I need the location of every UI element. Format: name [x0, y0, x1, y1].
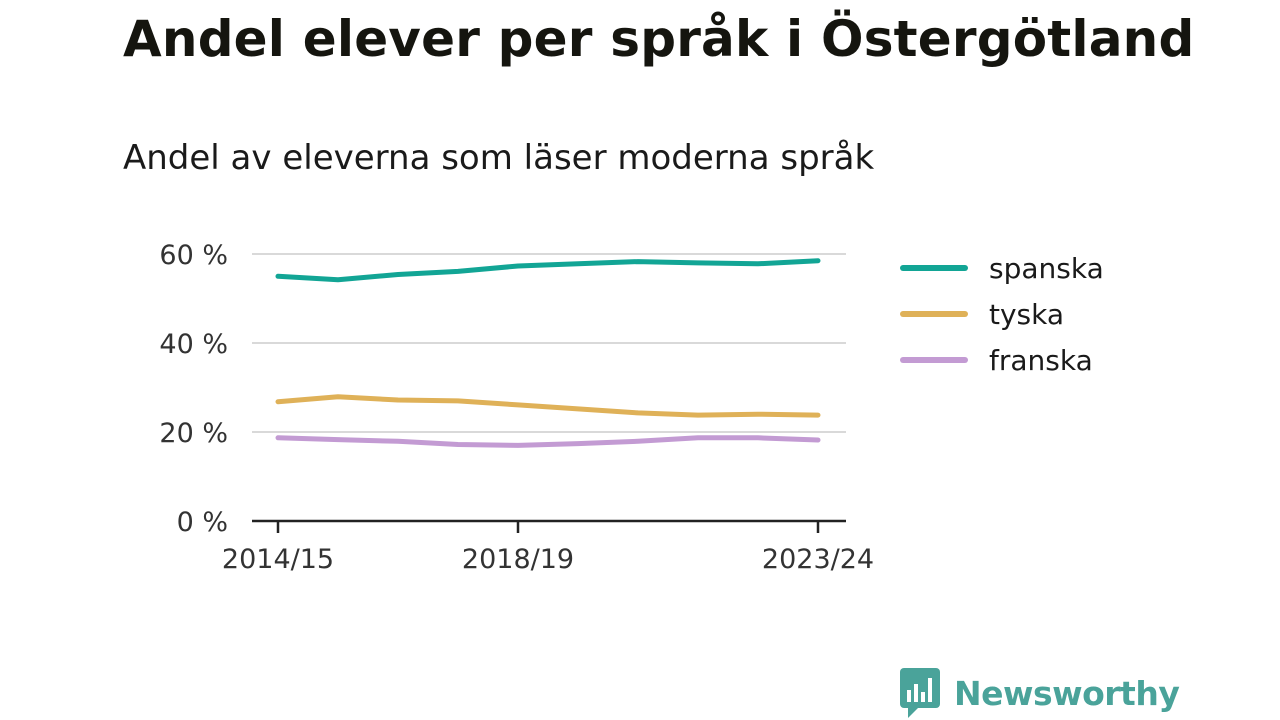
y-tick-label: 40 %: [159, 329, 228, 360]
chart-subtitle: Andel av eleverna som läser moderna språ…: [123, 138, 875, 178]
brand-logo: Newsworthy: [900, 668, 1180, 718]
x-tick-label: 2018/19: [462, 544, 574, 575]
x-tick-label: 2023/24: [762, 544, 874, 575]
series-line-franska: [275, 435, 821, 448]
series-line-spanska: [275, 258, 821, 283]
y-tick-label: 20 %: [159, 418, 228, 449]
chart-title: Andel elever per språk i Östergötland: [123, 10, 1195, 68]
series-line-tyska: [275, 394, 821, 418]
legend-label: tyska: [989, 298, 1064, 331]
legend-label: spanska: [989, 252, 1104, 285]
brand-name: Newsworthy: [954, 673, 1180, 713]
x-tick-label: 2014/15: [222, 544, 334, 575]
newsworthy-logo-icon: [900, 668, 940, 718]
y-tick-label: 60 %: [159, 240, 228, 271]
y-tick-label: 0 %: [177, 507, 228, 538]
legend-label: franska: [989, 344, 1093, 377]
